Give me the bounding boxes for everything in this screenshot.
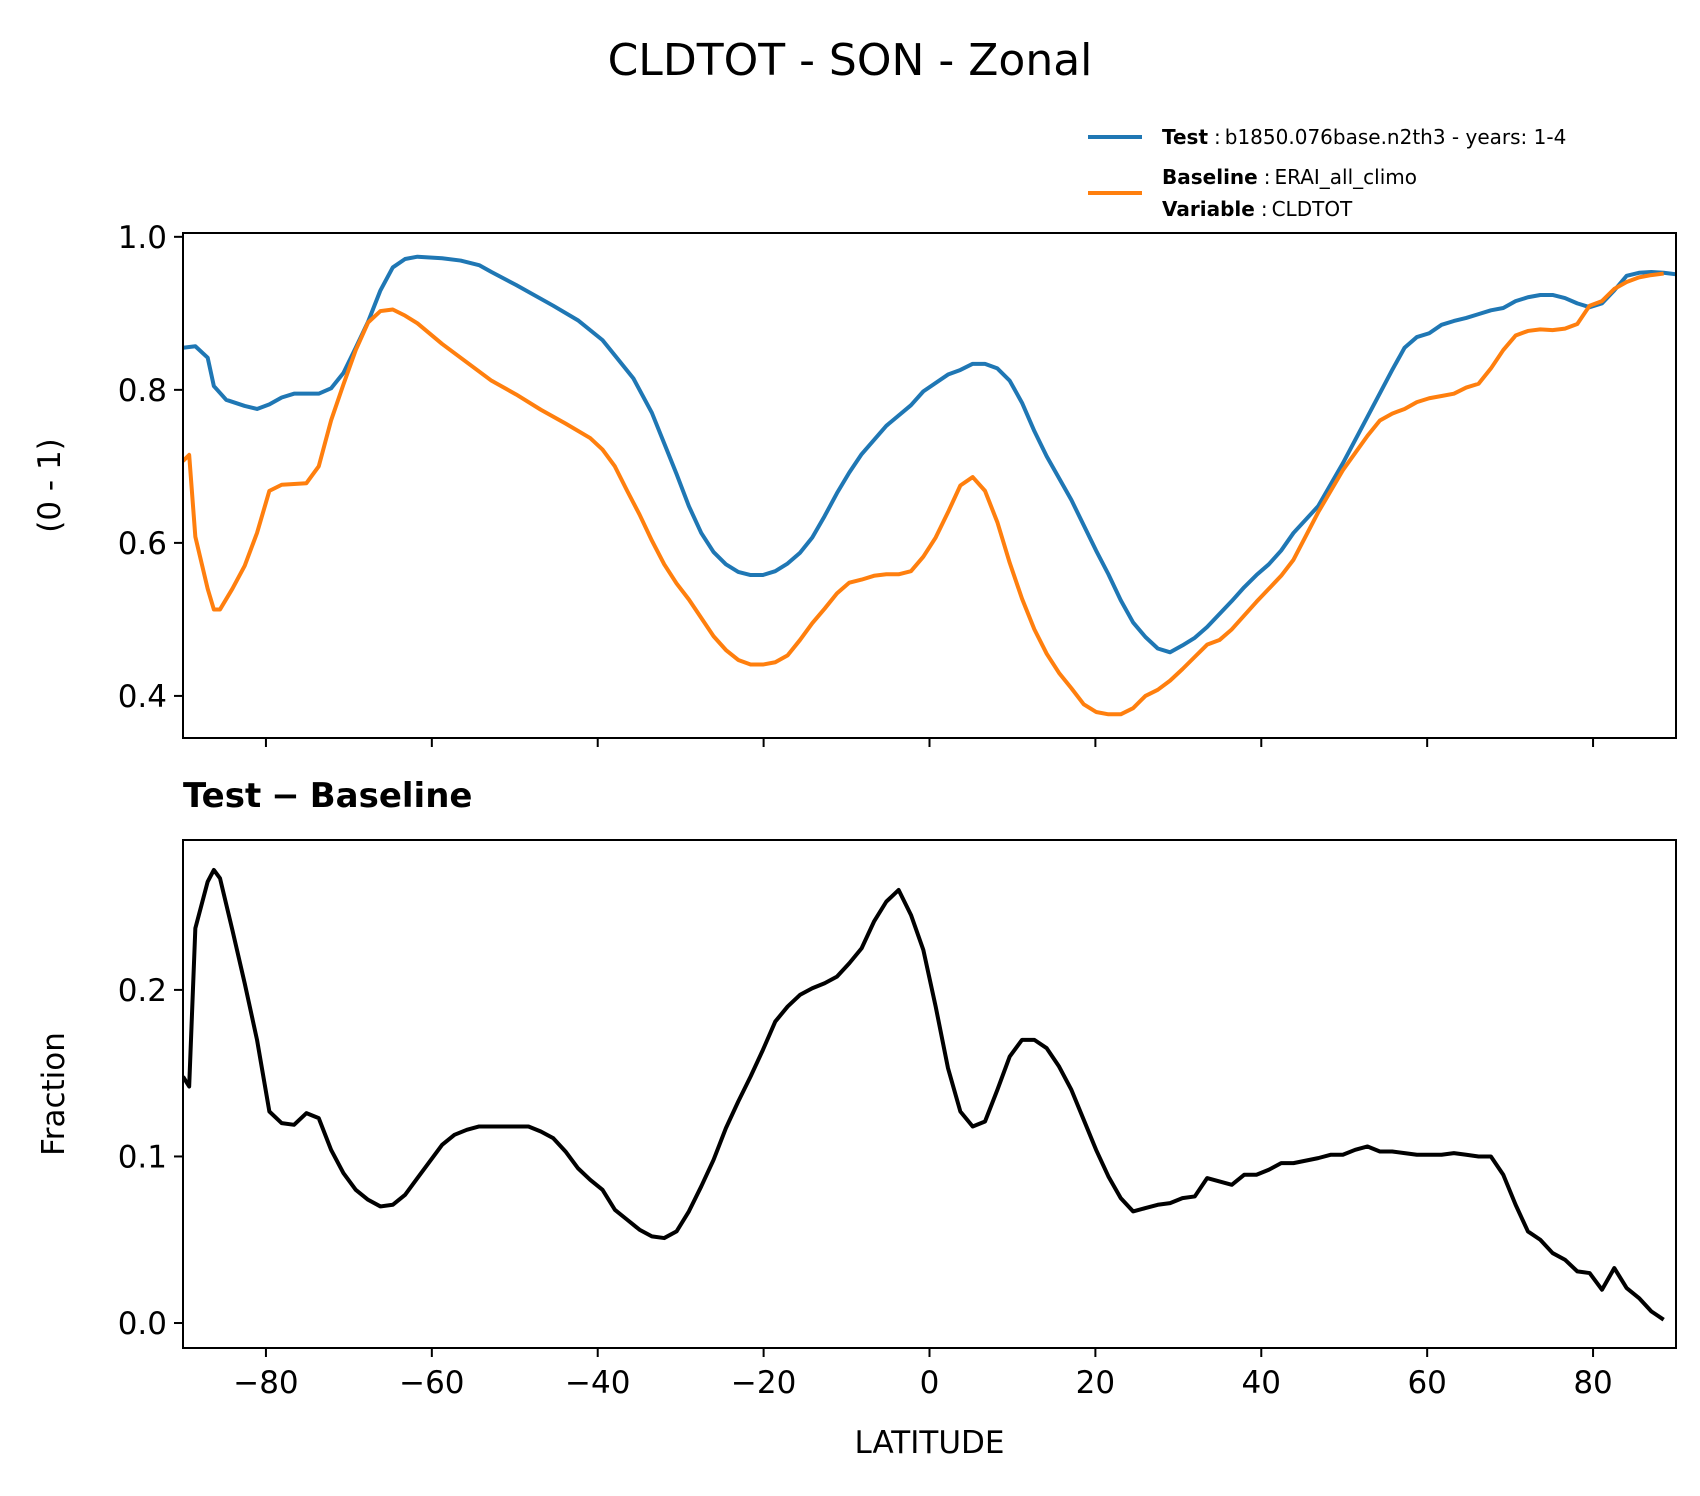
- y-axis-label: Fraction: [36, 1032, 72, 1156]
- legend: Test: b1850.076base.n2th3 - years: 1-4 Ba…: [1088, 125, 1566, 221]
- x-tick-label: 60: [1407, 1365, 1446, 1401]
- legend-variable-value: CLDTOT: [1272, 197, 1353, 221]
- legend-variable-entry: Variable: CLDTOT: [1162, 197, 1353, 221]
- y-tick-label: 0.1: [118, 1139, 167, 1175]
- bottom-title-test: Test: [183, 776, 261, 816]
- series-line-test-baseline: [183, 867, 1665, 1322]
- legend-test-value: b1850.076base.n2th3 - years: 1-4: [1225, 125, 1567, 149]
- series-line-test: [183, 254, 1676, 655]
- legend-test-entry: Test: b1850.076base.n2th3 - years: 1-4: [1162, 125, 1566, 149]
- x-tick-label: −60: [399, 1365, 464, 1401]
- series-group: [183, 254, 1676, 717]
- legend-baseline-key: Baseline: [1162, 165, 1258, 189]
- legend-sep: :: [1264, 165, 1271, 189]
- series-group: [183, 867, 1665, 1322]
- bottom-title-baseline: Baseline: [310, 776, 473, 816]
- bottom-panel-title: Test − Baseline: [183, 776, 472, 816]
- legend-sep: :: [1261, 197, 1268, 221]
- y-axis-label: (0 - 1): [32, 438, 68, 533]
- y-tick-label: 0.4: [118, 679, 167, 715]
- y-tick-label: 0.6: [118, 526, 167, 562]
- y-tick-label: 1.0: [118, 220, 167, 256]
- bottom-panel: 0.0 0.1 0.2 −80 −60 −40 −20 0 20 40 60 80 Fraction LA…: [36, 839, 1677, 1461]
- x-tick-label: 40: [1242, 1365, 1281, 1401]
- x-axis-label: LATITUDE: [855, 1425, 1005, 1461]
- bottom-title-minus: −: [271, 776, 300, 816]
- y-tick-label: 0.0: [118, 1306, 167, 1342]
- legend-test-key: Test: [1162, 125, 1208, 149]
- legend-sep: :: [1214, 125, 1221, 149]
- legend-baseline-entry: Baseline: ERAI_all_climo: [1162, 165, 1417, 189]
- y-tick-label: 0.2: [118, 973, 167, 1009]
- x-tick-label: −80: [233, 1365, 298, 1401]
- series-line-baseline: [183, 271, 1664, 717]
- legend-baseline-value: ERAI_all_climo: [1274, 165, 1417, 189]
- x-tick-label: 20: [1076, 1365, 1115, 1401]
- legend-variable-key: Variable: [1162, 197, 1255, 221]
- y-tick-label: 0.8: [118, 373, 167, 409]
- x-tick-label: −40: [565, 1365, 630, 1401]
- x-tick-label: 80: [1573, 1365, 1612, 1401]
- x-tick-label: −20: [731, 1365, 796, 1401]
- figure-title: CLDTOT - SON - Zonal: [608, 35, 1093, 86]
- top-panel: 0.4 0.6 0.8 1.0 (0 - 1): [32, 220, 1677, 747]
- x-tick-label: 0: [920, 1365, 940, 1401]
